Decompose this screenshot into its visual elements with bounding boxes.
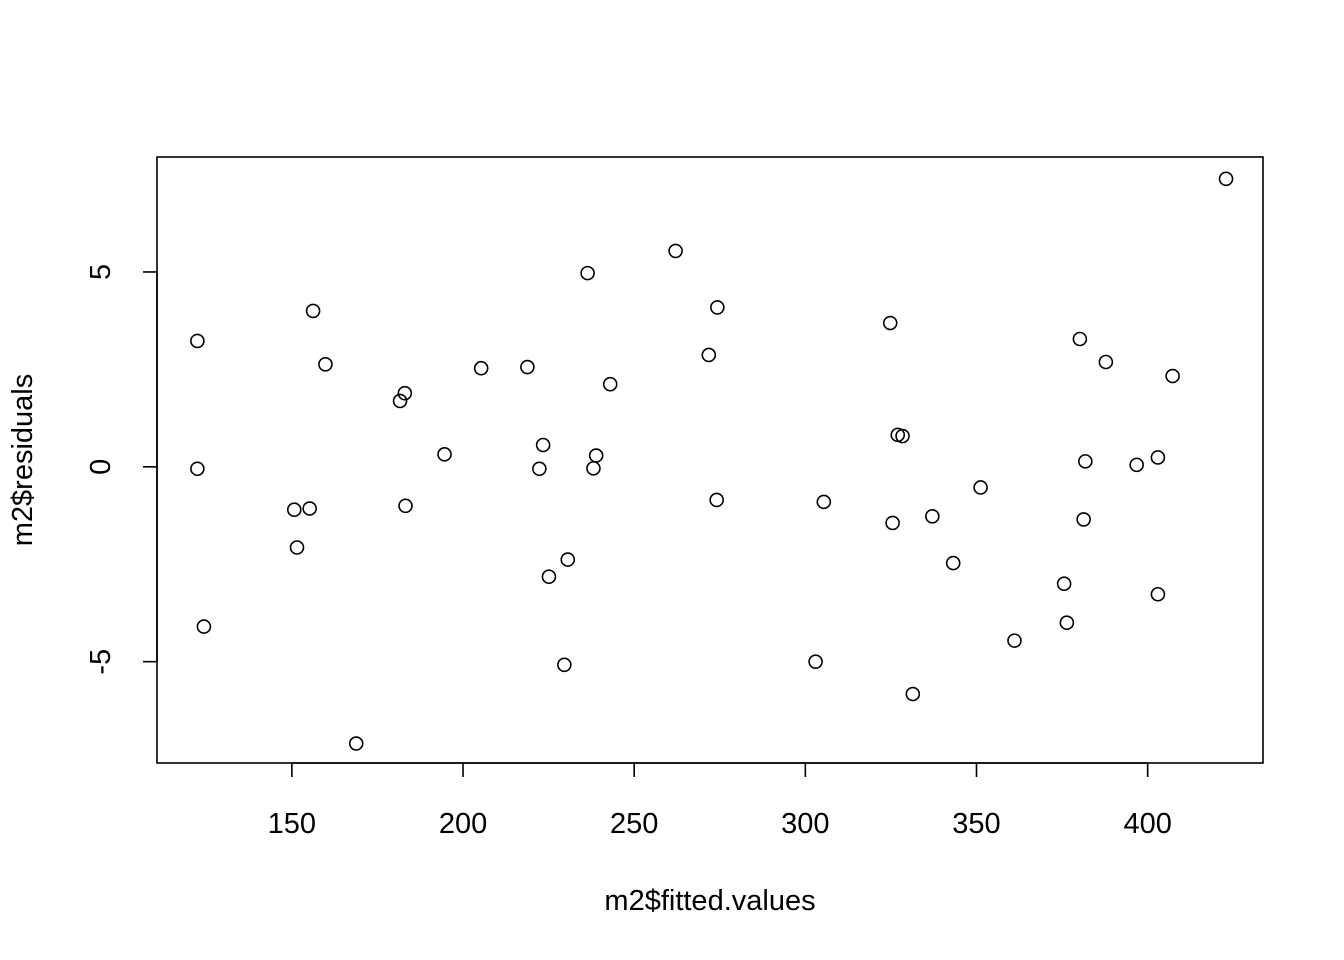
data-point — [701, 347, 717, 363]
data-point — [1072, 331, 1088, 347]
data-point — [668, 243, 683, 259]
data-point — [1218, 171, 1234, 187]
data-point — [1165, 368, 1180, 384]
x-tick-label: 200 — [439, 808, 487, 840]
data-point — [588, 448, 604, 463]
y-tick-label: 5 — [85, 264, 117, 280]
x-tick-label: 300 — [781, 808, 829, 840]
data-point — [925, 509, 940, 524]
data-point — [398, 498, 413, 514]
x-tick-label: 150 — [268, 808, 316, 840]
y-axis-title: m2$residuals — [7, 374, 39, 546]
data-point — [318, 357, 333, 372]
data-point — [286, 502, 302, 517]
data-point — [1007, 633, 1022, 648]
data-point — [196, 619, 212, 634]
data-point — [1076, 512, 1091, 527]
data-point — [709, 492, 724, 508]
data-point — [1056, 576, 1072, 592]
data-point — [882, 315, 898, 331]
data-point — [348, 736, 364, 751]
data-points — [190, 171, 1234, 751]
y-tick-label: -5 — [85, 649, 117, 675]
data-point — [190, 333, 205, 349]
x-tick-label: 350 — [952, 808, 1000, 840]
data-point — [816, 494, 832, 510]
data-point — [1078, 454, 1093, 469]
data-point — [905, 686, 921, 702]
data-point — [535, 437, 551, 453]
data-point — [289, 540, 305, 555]
data-point — [473, 360, 489, 376]
data-point — [557, 657, 572, 673]
data-point — [895, 428, 910, 444]
data-point — [541, 569, 557, 585]
data-point — [1150, 450, 1166, 465]
x-axis: 150 200 250 300 350 400 — [268, 762, 1172, 840]
plot-frame — [156, 156, 1264, 764]
x-axis-title: m2$fitted.values — [604, 885, 815, 917]
data-point — [586, 461, 601, 476]
x-tick-label: 250 — [610, 808, 658, 840]
data-point — [1059, 615, 1075, 631]
data-point — [437, 447, 452, 462]
data-point — [190, 461, 205, 477]
data-point — [945, 555, 961, 571]
data-point — [602, 376, 618, 392]
data-point — [580, 265, 595, 281]
data-point — [808, 654, 823, 669]
y-axis: -5 0 5 — [85, 264, 158, 675]
data-point — [973, 480, 988, 495]
data-point — [302, 501, 317, 516]
data-point — [305, 303, 321, 319]
data-point — [392, 393, 408, 409]
data-point — [885, 515, 900, 531]
data-point — [560, 552, 576, 567]
data-point — [532, 461, 547, 477]
data-point — [520, 359, 535, 375]
x-tick-label: 400 — [1123, 808, 1171, 840]
data-point — [1150, 586, 1166, 602]
y-tick-label: 0 — [85, 459, 117, 475]
data-point — [397, 385, 413, 401]
data-point — [1129, 457, 1144, 473]
data-point — [710, 300, 725, 315]
data-point — [1098, 354, 1114, 370]
